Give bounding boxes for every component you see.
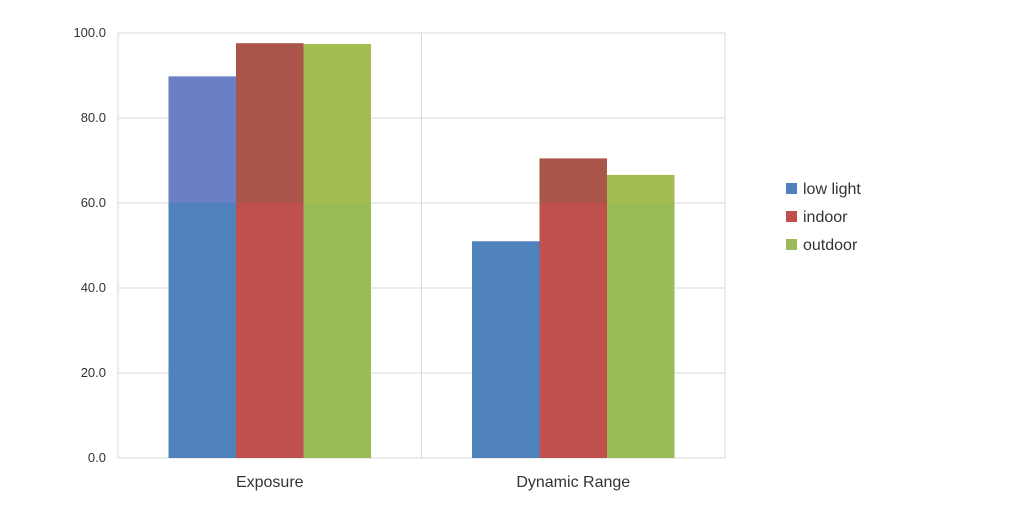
y-tick-label: 80.0 xyxy=(81,110,106,125)
bar xyxy=(472,241,540,458)
bar-highlight xyxy=(303,44,371,203)
legend-label: low light xyxy=(803,181,861,198)
x-axis: Exposure Dynamic Range xyxy=(236,474,630,491)
bar-highlight xyxy=(607,174,675,203)
legend-label: indoor xyxy=(803,209,848,226)
bar xyxy=(236,203,304,458)
y-tick-label: 40.0 xyxy=(81,280,106,295)
y-axis: 0.0 20.0 40.0 60.0 80.0 100.0 xyxy=(73,25,106,465)
bars xyxy=(168,43,675,458)
legend: low light indoor outdoor xyxy=(786,181,861,254)
legend-label: outdoor xyxy=(803,237,858,254)
legend-swatch xyxy=(786,239,797,250)
bar-highlight xyxy=(236,43,304,204)
bar-highlight xyxy=(539,158,607,203)
y-tick-label: 20.0 xyxy=(81,365,106,380)
bar-highlight xyxy=(168,76,236,203)
legend-swatch xyxy=(786,183,797,194)
bar xyxy=(539,203,607,458)
legend-swatch xyxy=(786,211,797,222)
y-tick-label: 60.0 xyxy=(81,195,106,210)
y-tick-label: 0.0 xyxy=(88,450,106,465)
x-category-label: Dynamic Range xyxy=(516,474,630,491)
x-category-label: Exposure xyxy=(236,474,304,491)
bar xyxy=(607,203,675,458)
bar xyxy=(303,203,371,458)
bar xyxy=(168,203,236,458)
y-tick-label: 100.0 xyxy=(73,25,106,40)
